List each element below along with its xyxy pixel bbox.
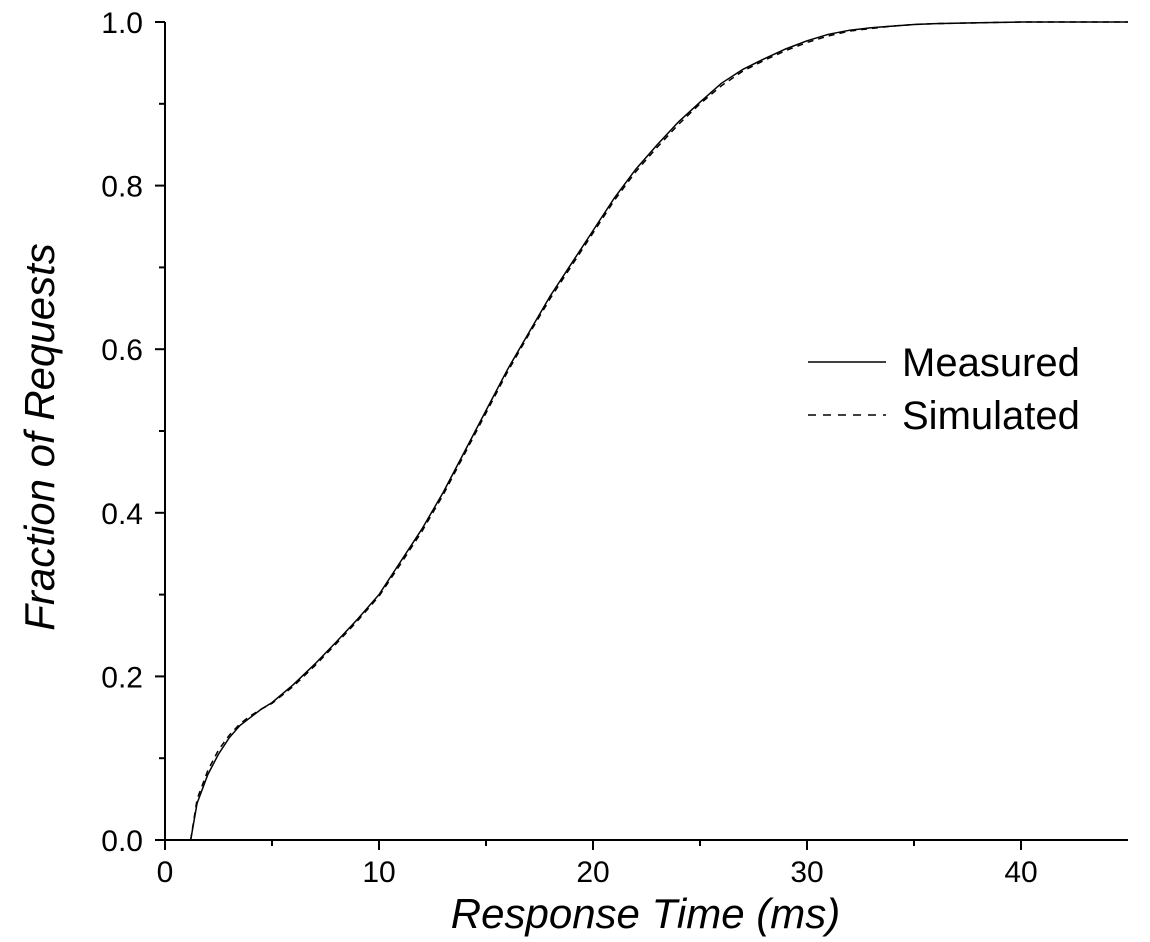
y-tick-label: 0.2	[101, 661, 143, 694]
legend: Measured Simulated	[808, 341, 1080, 438]
legend-label-measured: Measured	[902, 341, 1080, 385]
y-tick-label: 0.0	[101, 825, 143, 858]
x-tick-label: 0	[157, 856, 174, 889]
y-tick-label: 1.0	[101, 7, 143, 40]
y-tick-label: 0.8	[101, 171, 143, 204]
ticks: 0 10 20 30 40 0.0 0.2 0.4 0.6 0.8 1.0	[101, 7, 1037, 889]
x-tick-label: 20	[576, 856, 609, 889]
x-tick-label: 40	[1004, 856, 1037, 889]
y-tick-label: 0.6	[101, 334, 143, 367]
y-tick-label: 0.4	[101, 498, 143, 531]
series-line-simulated	[189, 21, 1128, 841]
x-tick-label: 30	[790, 856, 823, 889]
y-axis-title: Fraction of Requests	[16, 243, 63, 631]
legend-label-simulated: Simulated	[902, 394, 1080, 438]
series-group	[189, 21, 1128, 841]
x-axis-title: Response Time (ms)	[451, 890, 840, 937]
x-tick-label: 10	[362, 856, 395, 889]
